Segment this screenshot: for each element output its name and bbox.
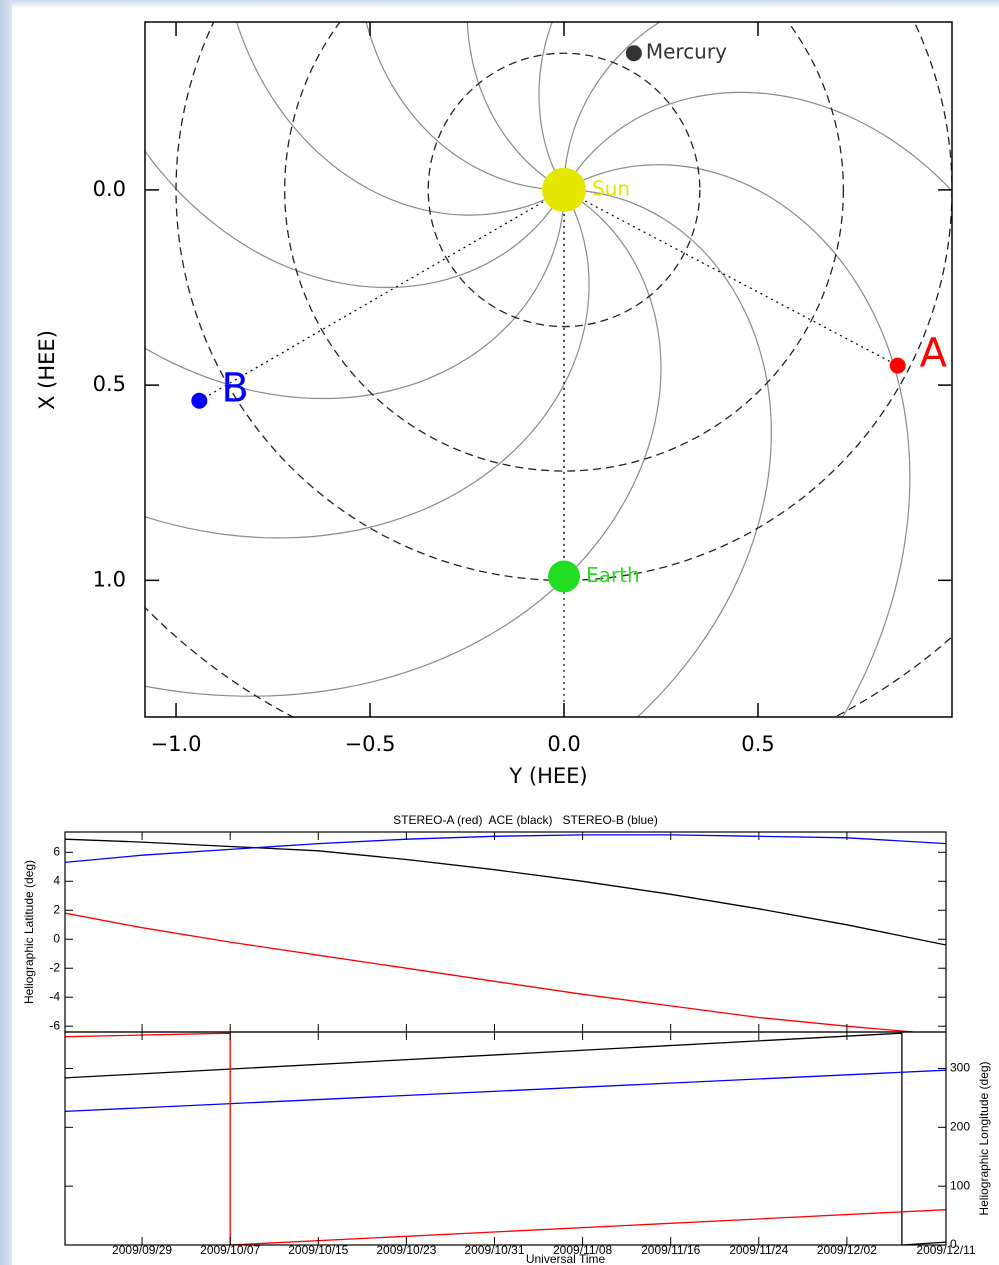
x-tick-label: 2009/10/31 (464, 1243, 524, 1257)
orbit (175, 22, 952, 581)
plot-frame (144, 21, 953, 718)
x-axis-label: Universal Time (526, 1252, 606, 1265)
x-tick-label: −1.0 (151, 732, 202, 756)
x-axis-label: Y (HEE) (508, 764, 587, 788)
series-line (65, 912, 921, 1032)
plot-area (65, 1032, 946, 1245)
sight-line (199, 189, 565, 402)
field-line (571, 189, 772, 717)
body-marker (625, 45, 642, 62)
orbit (284, 22, 844, 472)
y-tick-label: 2 (53, 902, 60, 916)
orbit (145, 606, 952, 717)
field-line (145, 193, 662, 697)
series-line (65, 838, 946, 946)
y-tick-label: 100 (950, 1178, 970, 1192)
field-line (145, 150, 561, 289)
body-label: Earth (586, 563, 640, 587)
x-tick-label: 2009/09/29 (112, 1243, 172, 1257)
y-tick-label: -4 (49, 989, 60, 1003)
x-tick-label: 2009/10/23 (376, 1243, 436, 1257)
chart-title: STEREO-A (red) ACE (black) STEREO-B (blu… (393, 813, 658, 827)
x-tick-label: 2009/11/24 (729, 1243, 788, 1257)
y-tick-label: 0.5 (93, 372, 126, 396)
y-axis-label: X (HEE) (35, 330, 59, 410)
x-tick-label: −0.5 (345, 732, 396, 756)
sight-line (563, 189, 898, 367)
body-marker (548, 560, 581, 593)
body-marker (889, 357, 906, 374)
x-tick-label: 2009/10/07 (200, 1243, 260, 1257)
series-line (65, 834, 946, 864)
series-line (65, 1069, 946, 1113)
field-line (567, 91, 952, 192)
field-line (145, 196, 590, 539)
y-tick-label: 0.0 (93, 177, 126, 201)
y-tick-label: 4 (53, 873, 60, 887)
field-line (145, 197, 565, 400)
plot-frame (64, 831, 947, 1033)
field-line (563, 22, 661, 183)
y-tick-label: 200 (950, 1119, 970, 1133)
x-tick-label: 0.5 (741, 732, 774, 756)
y-axis-label: Heliographic Latitude (deg) (22, 860, 36, 1004)
field-line (466, 22, 558, 187)
y-tick-label: 6 (53, 844, 60, 858)
y-tick-label: 300 (950, 1061, 970, 1075)
series-line (65, 1032, 946, 1245)
y-axis-label: Heliographic Longitude (deg) (977, 1061, 991, 1215)
field-line (235, 22, 558, 216)
y-tick-label: -2 (49, 960, 60, 974)
x-tick-label: 2009/10/15 (288, 1243, 348, 1257)
x-tick-label: 2009/11/08 (553, 1243, 612, 1257)
body-marker (542, 167, 587, 212)
plot-area (145, 22, 952, 717)
x-tick-label: 2009/11/16 (641, 1243, 700, 1257)
field-line (570, 164, 911, 717)
field-line (365, 22, 557, 191)
x-tick-label: 0.0 (547, 732, 580, 756)
y-tick-label: -6 (49, 1018, 60, 1032)
orbit (427, 52, 701, 328)
y-tick-label: 0 (950, 1237, 957, 1251)
body-label: B (221, 366, 248, 412)
x-tick-label: 2009/12/11 (916, 1243, 975, 1257)
body-label: A (920, 331, 948, 377)
field-line (538, 22, 561, 184)
series-line (65, 1032, 946, 1245)
plot-area (65, 834, 946, 1032)
y-tick-label: 1.0 (93, 567, 126, 591)
plot-frame (64, 1031, 947, 1246)
body-label: Sun (592, 176, 630, 200)
body-marker (191, 392, 208, 409)
y-tick-label: 0 (53, 931, 60, 945)
body-label: Mercury (646, 40, 727, 64)
x-tick-label: 2009/12/02 (817, 1243, 877, 1257)
